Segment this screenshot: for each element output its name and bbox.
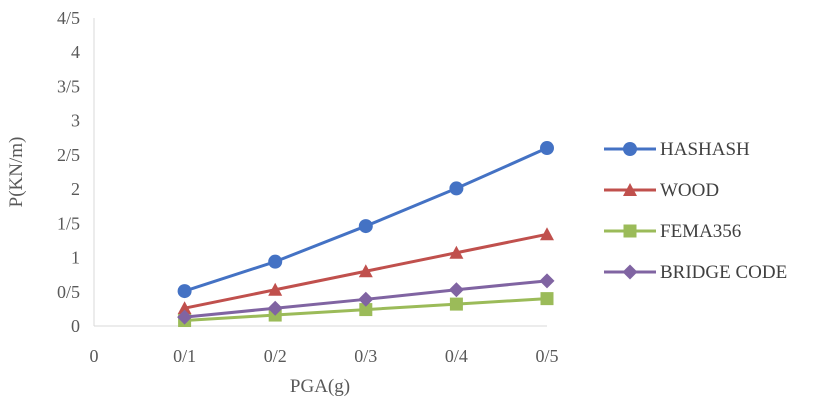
y-tick-label: 2 xyxy=(71,179,80,199)
legend-label: HASHASH xyxy=(660,139,750,160)
data-point-bridge-code xyxy=(267,300,283,316)
axes xyxy=(93,18,547,327)
series-wood xyxy=(177,227,554,315)
legend: HASHASH WOOD FEMA356 BRIDGE CODE xyxy=(604,139,787,283)
y-axis-title: P(KN/m) xyxy=(6,137,27,208)
y-tick-label: 3 xyxy=(71,111,80,131)
data-point-bridge-code xyxy=(539,273,555,289)
legend-marker xyxy=(623,183,637,196)
y-tick-label: 1/5 xyxy=(57,213,80,233)
x-tick-label: 0/1 xyxy=(173,346,196,366)
series-layer xyxy=(177,141,555,328)
y-tick-label: 0/5 xyxy=(57,282,80,302)
data-point-wood xyxy=(358,264,373,278)
series-bridge-code xyxy=(177,273,555,325)
y-tick-label: 0 xyxy=(71,316,80,336)
legend-item-wood: WOOD xyxy=(604,180,719,201)
legend-marker xyxy=(623,224,637,238)
x-axis-title: PGA(g) xyxy=(290,376,350,397)
legend-item-bridge-code: BRIDGE CODE xyxy=(604,262,787,283)
x-tick-label: 0/2 xyxy=(264,346,287,366)
legend-marker xyxy=(623,142,637,156)
data-point-wood xyxy=(449,245,464,259)
y-tick-label: 1 xyxy=(71,248,80,268)
data-point-fema356 xyxy=(359,303,373,317)
legend-marker xyxy=(622,264,638,280)
legend-label: FEMA356 xyxy=(660,221,741,242)
data-point-bridge-code xyxy=(177,309,193,325)
x-tick-label: 0/4 xyxy=(445,346,468,366)
data-point-bridge-code xyxy=(358,291,374,307)
data-point-hashash xyxy=(268,254,283,269)
data-point-wood xyxy=(540,227,554,241)
y-tick-labels: 0 0/5 1 1/5 2 2/5 3 3/5 4 4/5 xyxy=(57,8,80,336)
y-tick-label: 4/5 xyxy=(57,8,80,28)
y-tick-label: 2/5 xyxy=(57,145,80,165)
series-hashash xyxy=(177,141,554,299)
legend-label: WOOD xyxy=(660,180,719,201)
legend-item-fema356: FEMA356 xyxy=(604,221,741,242)
y-tick-label: 3/5 xyxy=(57,76,80,96)
data-point-hashash xyxy=(540,141,554,156)
x-tick-label: 0/5 xyxy=(535,346,558,366)
legend-label: BRIDGE CODE xyxy=(660,262,787,283)
data-point-wood xyxy=(268,282,283,296)
data-point-fema356 xyxy=(540,292,554,306)
y-tick-label: 4 xyxy=(71,42,80,62)
x-tick-label: 0 xyxy=(90,346,99,366)
data-point-fema356 xyxy=(449,297,463,311)
data-point-hashash xyxy=(177,284,192,299)
data-point-hashash xyxy=(358,219,373,234)
x-tick-label: 0/3 xyxy=(354,346,377,366)
x-tick-labels: 0 0/1 0/2 0/3 0/4 0/5 xyxy=(90,346,559,366)
data-point-bridge-code xyxy=(448,282,464,298)
data-point-hashash xyxy=(449,181,464,196)
data-point-wood xyxy=(177,301,192,315)
legend-item-hashash: HASHASH xyxy=(604,139,750,160)
